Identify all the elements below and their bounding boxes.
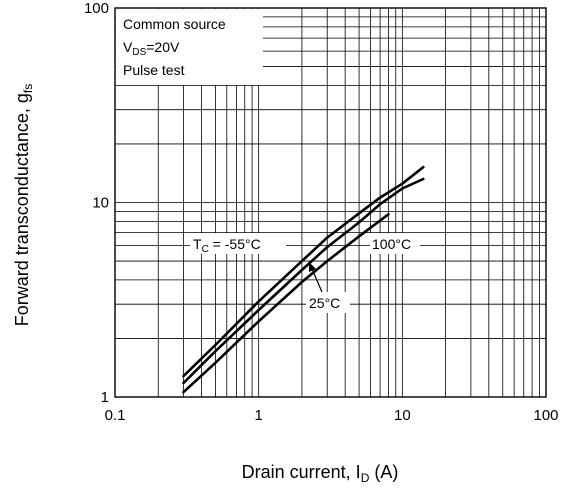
series-label-25c-arrow [311,268,323,293]
x-tick-label: 0.1 [105,407,126,424]
y-axis-title: Forward transconductance, gfs [12,84,35,326]
series-label-25c-arrowhead [309,262,316,272]
plot-frame [114,7,547,398]
series-layer [182,165,425,394]
series-label-tc-minus-55: TC = -55°C [193,236,261,255]
series-annotations: TC = -55°C 100°C 25°C [190,233,420,313]
x-tick-label: 100 [533,407,558,424]
condition-vds: VDS=20V [123,39,180,58]
series-label-25c: 25°C [309,295,340,311]
condition-pulse-test: Pulse test [123,62,185,78]
condition-common-source: Common source [123,16,226,32]
y-tick-label: 100 [84,0,109,17]
conditions-box: Common source VDS=20V Pulse test [116,9,263,85]
series-label-100c: 100°C [372,236,411,252]
series-line-1 [182,165,425,378]
x-axis-title: Drain current, ID (A) [242,462,399,485]
y-tick-label: 10 [92,195,109,212]
series-line-3 [182,213,390,394]
y-tick-label: 1 [101,389,109,406]
x-tick-label: 10 [394,407,411,424]
x-tick-label: 1 [254,407,262,424]
series-line-2 [182,177,425,385]
